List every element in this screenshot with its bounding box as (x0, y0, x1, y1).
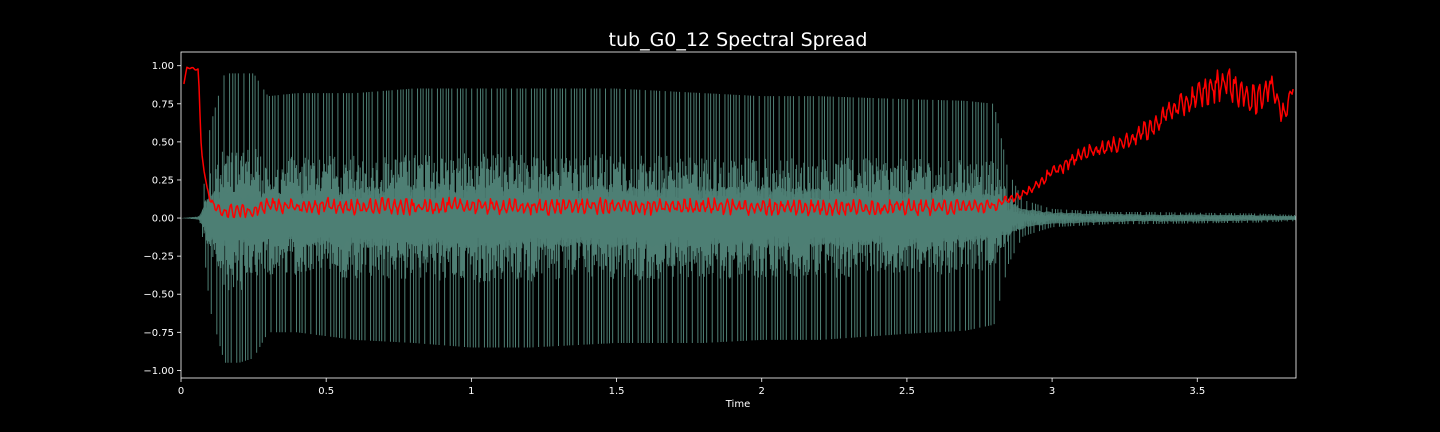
x-tick-label: 0 (178, 386, 184, 397)
x-axis: 0 0.5 1 1.5 2 2.5 3 3.5 (178, 378, 1205, 397)
y-tick-label: −0.25 (143, 252, 174, 263)
x-tick-label: 2 (759, 386, 765, 397)
y-tick-label: 0.50 (152, 137, 174, 148)
spectral-spread-line (183, 66, 1294, 219)
x-tick-label: 0.5 (318, 386, 334, 397)
y-tick-label: 1.00 (152, 61, 174, 72)
plot-area (180, 51, 1297, 379)
y-tick-label: −0.50 (143, 290, 174, 301)
y-tick-label: 0.00 (152, 214, 174, 225)
y-tick-label: −0.75 (143, 328, 174, 339)
x-tick-label: 1.5 (609, 386, 625, 397)
x-axis-label: Time (725, 399, 750, 410)
y-tick-label: −1.00 (143, 366, 174, 377)
x-tick-label: 3.5 (1189, 386, 1205, 397)
x-tick-label: 1 (468, 386, 474, 397)
chart-title: tub_G0_12 Spectral Spread (609, 29, 868, 51)
spectral-spread-layer (183, 66, 1294, 219)
x-tick-label: 2.5 (899, 386, 915, 397)
x-tick-label: 3 (1049, 386, 1055, 397)
y-tick-label: 0.25 (152, 175, 174, 186)
y-tick-label: 0.75 (152, 99, 174, 110)
y-axis: 1.00 0.75 0.50 0.25 0.00 −0.25 −0.50 −0.75 −1.00 (143, 61, 181, 377)
plot-frame (180, 51, 1297, 379)
